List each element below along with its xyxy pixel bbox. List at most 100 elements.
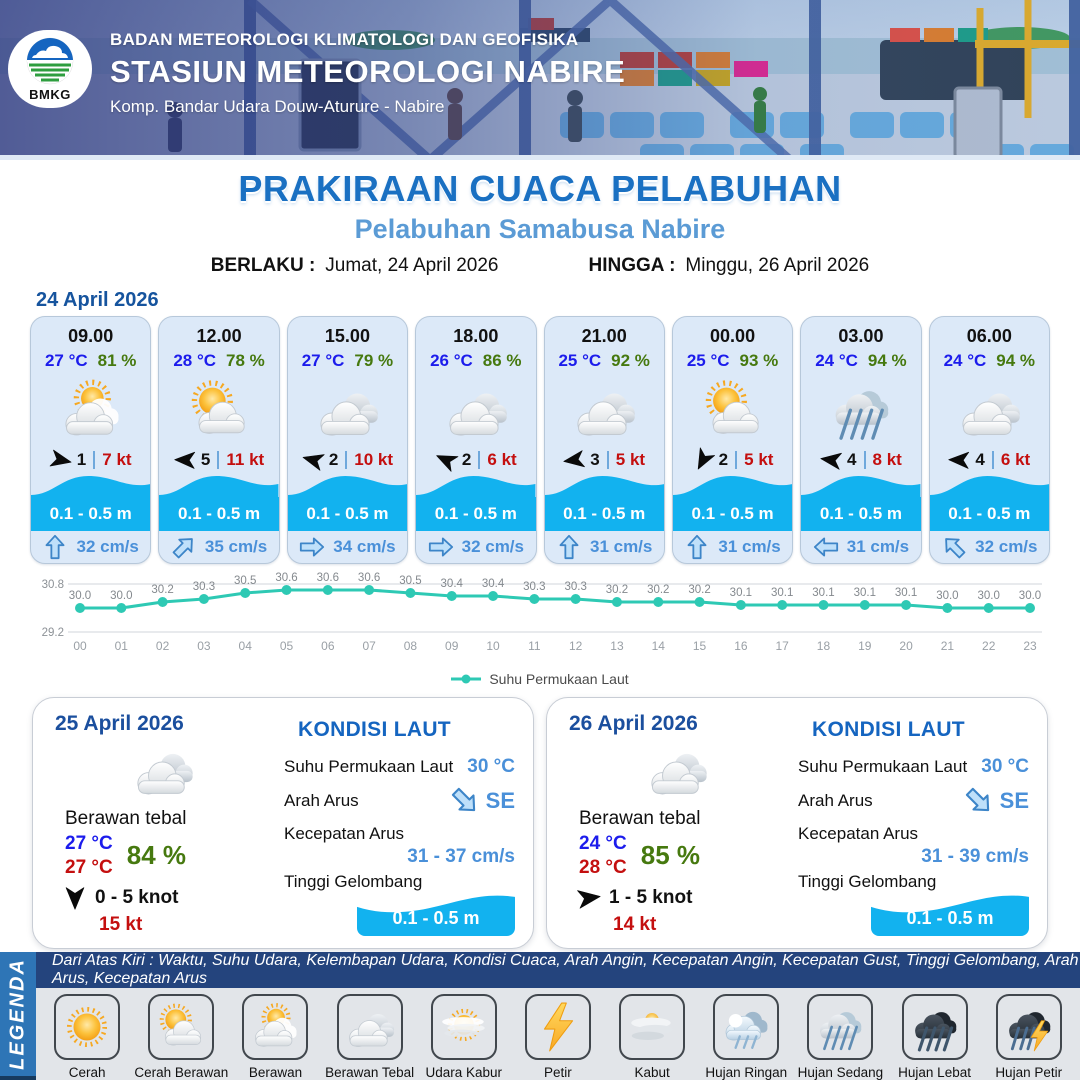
legend-icon-box bbox=[524, 994, 591, 1060]
wave-height: 0.1 - 0.5 m bbox=[49, 504, 132, 524]
sst-value: 30 °C bbox=[467, 756, 515, 777]
legend-item: Hujan Ringan bbox=[703, 994, 789, 1080]
sst-chart-section: 30.8 29.2 30.0 00 30.0 01 30.2 02 30.3 03 30.5 04 30… bbox=[0, 564, 1080, 687]
gust-speed: 8 kt bbox=[872, 450, 902, 470]
weather-icon bbox=[303, 377, 391, 443]
legend-item-label: Hujan Sedang bbox=[797, 1065, 884, 1080]
svg-text:30.2: 30.2 bbox=[647, 584, 669, 596]
temp-humidity-row: 24 °C 94 % bbox=[815, 351, 906, 371]
svg-text:01: 01 bbox=[115, 639, 129, 653]
gust-separator bbox=[345, 451, 348, 470]
wave-band: 0.1 - 0.5 m bbox=[416, 471, 536, 532]
legend-icon-box bbox=[901, 994, 968, 1060]
svg-text:16: 16 bbox=[734, 639, 748, 653]
weather-icon bbox=[175, 377, 263, 443]
svg-text:05: 05 bbox=[280, 639, 294, 653]
current-direction-icon bbox=[684, 534, 710, 560]
air-temperature: 27 °C bbox=[301, 351, 345, 370]
day-summary-card: 26 April 2026 Berawan tebal 24 °C 28 °C … bbox=[546, 697, 1048, 949]
current-speed: 32 cm/s bbox=[461, 537, 524, 557]
day-card-right: KONDISI LAUT Suhu Permukaan Laut 30 °C A… bbox=[270, 710, 515, 936]
legend-note: Dari Atas Kiri : Waktu, Suhu Udara, Kele… bbox=[36, 952, 1080, 988]
forecast-time: 00.00 bbox=[710, 326, 756, 346]
legend-icon-box bbox=[336, 994, 403, 1060]
wind-row: 4 8 kt bbox=[820, 449, 902, 471]
legend-weather-icon bbox=[909, 1001, 961, 1053]
header-text-block: BADAN METEOROLOGI KLIMATOLOGI DAN GEOFIS… bbox=[110, 30, 625, 117]
legend-item-label: Hujan Lebat bbox=[898, 1065, 971, 1080]
gust-separator bbox=[991, 451, 994, 470]
legend-weather-icon bbox=[344, 1001, 396, 1053]
day-wind-row: 0 - 5 knot bbox=[63, 886, 270, 910]
current-speed: 31 cm/s bbox=[718, 537, 781, 557]
legend-item-label: Hujan Ringan bbox=[705, 1065, 788, 1080]
svg-text:22: 22 bbox=[982, 639, 996, 653]
legend-weather-icon bbox=[249, 1001, 301, 1053]
valid-from-label: BERLAKU : bbox=[210, 255, 316, 276]
header-banner: BMKG BADAN METEOROLOGI KLIMATOLOGI DAN G… bbox=[0, 0, 1080, 160]
current-speed: 31 cm/s bbox=[846, 537, 910, 557]
svg-text:30.2: 30.2 bbox=[151, 584, 173, 596]
svg-text:30.4: 30.4 bbox=[441, 578, 464, 590]
legend-weather-icon bbox=[155, 1001, 207, 1053]
current-direction-icon bbox=[165, 529, 202, 564]
wave-crest bbox=[672, 476, 793, 498]
humidity: 92 % bbox=[611, 351, 650, 370]
wave-height-tile: 0.1 - 0.5 m bbox=[871, 890, 1029, 936]
svg-text:14: 14 bbox=[652, 639, 666, 653]
legend-icon-box bbox=[54, 994, 121, 1060]
temp-humidity-row: 25 °C 92 % bbox=[558, 351, 649, 371]
svg-text:30.0: 30.0 bbox=[110, 590, 132, 602]
wave-band: 0.1 - 0.5 m bbox=[672, 471, 793, 532]
wind-row: 1 7 kt bbox=[50, 449, 132, 471]
air-temperature: 25 °C bbox=[686, 351, 730, 370]
wave-height-row: Tinggi Gelombang bbox=[284, 872, 515, 892]
legend-icon-box bbox=[713, 994, 780, 1060]
current-speed-value: 31 - 39 cm/s bbox=[921, 846, 1029, 867]
day-date: 26 April 2026 bbox=[569, 712, 698, 735]
current-direction-row: Arah Arus SE bbox=[798, 786, 1029, 816]
wave-height: 0.1 - 0.5 m bbox=[563, 504, 646, 524]
gust-speed: 11 kt bbox=[226, 450, 265, 470]
current-direction-value: SE bbox=[999, 788, 1029, 813]
weather-icon bbox=[689, 377, 777, 443]
legend-weather-icon bbox=[61, 1001, 113, 1053]
svg-text:30.1: 30.1 bbox=[730, 587, 752, 599]
wave-height-row: Tinggi Gelombang bbox=[798, 872, 1029, 892]
svg-text:21: 21 bbox=[941, 639, 955, 653]
current-direction-icon bbox=[299, 534, 325, 560]
day-card-left: 26 April 2026 Berawan tebal 24 °C 28 °C … bbox=[569, 710, 784, 936]
title-section: PRAKIRAAN CUACA PELABUHAN Pelabuhan Sama… bbox=[0, 160, 1080, 277]
current-row: 31 cm/s bbox=[801, 531, 920, 563]
chart-legend-key-icon bbox=[451, 674, 482, 684]
wave-height: 0.1 - 0.5 m bbox=[434, 504, 517, 524]
current-speed-row: Kecepatan Arus bbox=[284, 824, 515, 844]
weather-icon bbox=[560, 377, 648, 443]
gust-speed: 6 kt bbox=[487, 450, 517, 470]
forecast-time: 06.00 bbox=[966, 326, 1012, 346]
bmkg-emblem-icon bbox=[26, 37, 74, 85]
sst-line-chart: 30.8 29.2 30.0 00 30.0 01 30.2 02 30.3 03 30.5 04 30… bbox=[42, 572, 1042, 653]
day-condition: Berawan tebal bbox=[579, 808, 701, 829]
current-direction-icon bbox=[428, 534, 454, 560]
forecast-time: 18.00 bbox=[453, 326, 499, 346]
forecast-card: 03.00 24 °C 94 % 4 8 kt 0.1 - 0.5 m 31 c bbox=[800, 316, 922, 564]
day-wind-direction-icon bbox=[63, 886, 87, 910]
svg-text:29.2: 29.2 bbox=[42, 627, 64, 639]
legend-item: Hujan Petir bbox=[986, 994, 1072, 1080]
legend-item-label: Cerah bbox=[68, 1065, 106, 1080]
legend-weather-icon bbox=[720, 1001, 772, 1053]
legend-tab-label: LEGENDA bbox=[6, 958, 29, 1070]
day-temp-max: 28 °C bbox=[579, 856, 627, 878]
svg-text:30.6: 30.6 bbox=[317, 572, 339, 584]
svg-text:09: 09 bbox=[445, 639, 459, 653]
page-title: PRAKIRAAN CUACA PELABUHAN bbox=[238, 168, 842, 209]
sst-label: Suhu Permukaan Laut bbox=[284, 757, 454, 776]
wind-direction-icon bbox=[48, 447, 74, 473]
svg-text:30.0: 30.0 bbox=[978, 590, 1000, 602]
svg-text:07: 07 bbox=[362, 639, 376, 653]
temp-humidity-row: 25 °C 93 % bbox=[687, 351, 778, 371]
air-temperature: 25 °C bbox=[558, 351, 602, 370]
current-row: 32 cm/s bbox=[930, 531, 1049, 563]
